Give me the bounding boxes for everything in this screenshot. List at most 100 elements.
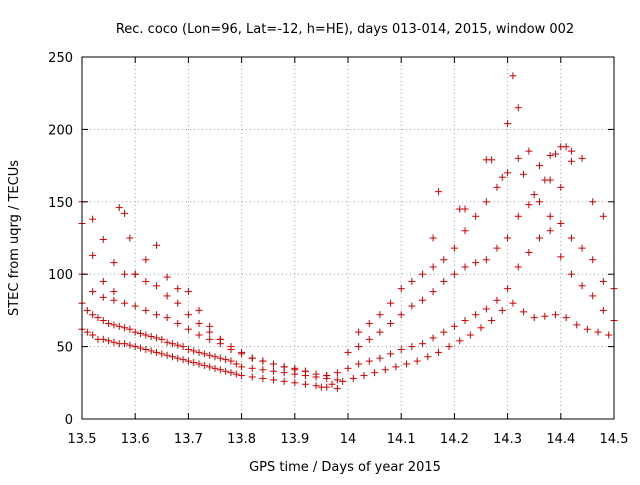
data-point — [131, 328, 139, 336]
y-tick-label: 50 — [56, 341, 73, 356]
data-point — [573, 321, 581, 329]
data-point — [152, 348, 160, 356]
data-point — [424, 353, 432, 361]
data-point — [222, 367, 230, 375]
data-point — [211, 364, 219, 372]
data-point — [397, 285, 405, 293]
data-point — [115, 204, 123, 212]
data-point — [184, 311, 192, 319]
data-point — [152, 241, 160, 249]
data-point — [333, 369, 341, 377]
data-point — [493, 296, 501, 304]
data-point — [599, 212, 607, 220]
x-tick-label: 14.2 — [440, 432, 469, 447]
data-point — [376, 354, 384, 362]
data-point — [504, 169, 512, 177]
data-point — [408, 277, 416, 285]
data-point — [131, 343, 139, 351]
data-point — [472, 259, 480, 267]
data-point — [200, 350, 208, 358]
data-point — [536, 162, 544, 170]
data-point — [312, 370, 320, 378]
data-point — [174, 299, 182, 307]
data-point — [514, 104, 522, 112]
data-point — [152, 282, 160, 290]
data-point — [259, 357, 267, 365]
data-point — [599, 306, 607, 314]
data-point — [349, 374, 357, 382]
data-point — [344, 348, 352, 356]
data-point — [557, 220, 565, 228]
data-point — [115, 322, 123, 330]
data-point — [184, 357, 192, 365]
data-point — [94, 314, 102, 322]
data-point — [89, 288, 97, 296]
grid-lines — [82, 57, 614, 419]
data-point — [365, 319, 373, 327]
data-point — [126, 234, 134, 242]
data-point — [222, 356, 230, 364]
data-point — [323, 372, 331, 380]
data-point — [472, 212, 480, 220]
data-point — [355, 343, 363, 351]
data-point — [504, 234, 512, 242]
data-point — [142, 277, 150, 285]
data-point — [541, 312, 549, 320]
data-point — [482, 198, 490, 206]
x-tick-label: 13.5 — [68, 432, 97, 447]
data-point — [216, 366, 224, 374]
data-point — [99, 335, 107, 343]
data-point — [355, 360, 363, 368]
data-point — [110, 338, 118, 346]
data-point — [403, 360, 411, 368]
data-point — [530, 191, 538, 199]
data-point — [142, 256, 150, 264]
data-point — [397, 345, 405, 353]
data-point — [105, 337, 113, 345]
data-point — [99, 293, 107, 301]
data-point — [232, 360, 240, 368]
data-point — [567, 234, 575, 242]
data-points — [78, 72, 618, 393]
data-point — [195, 331, 203, 339]
data-point — [450, 244, 458, 252]
data-point — [158, 335, 166, 343]
data-point — [163, 338, 171, 346]
data-point — [147, 332, 155, 340]
data-point — [184, 288, 192, 296]
data-point — [99, 317, 107, 325]
data-point — [360, 372, 368, 380]
data-point — [562, 143, 570, 151]
data-point — [541, 176, 549, 184]
data-point — [520, 308, 528, 316]
data-point — [429, 334, 437, 342]
data-point — [589, 198, 597, 206]
data-point — [371, 369, 379, 377]
x-tick-label: 14 — [340, 432, 357, 447]
data-point — [163, 292, 171, 300]
x-tick-label: 14.1 — [387, 432, 416, 447]
data-point — [493, 244, 501, 252]
data-point — [339, 377, 347, 385]
data-point — [121, 340, 129, 348]
data-point — [429, 288, 437, 296]
x-tick-label: 14.4 — [546, 432, 575, 447]
data-point — [152, 311, 160, 319]
data-point — [493, 183, 501, 191]
data-point — [110, 259, 118, 267]
data-point — [418, 270, 426, 278]
data-point — [365, 335, 373, 343]
data-point — [184, 325, 192, 333]
data-point — [168, 353, 176, 361]
data-point — [509, 72, 517, 80]
data-point — [227, 345, 235, 353]
data-point — [578, 154, 586, 162]
data-point — [190, 359, 198, 367]
data-point — [520, 170, 528, 178]
data-point — [605, 331, 613, 339]
data-point — [83, 306, 91, 314]
data-point — [99, 235, 107, 243]
data-point — [168, 340, 176, 348]
data-point — [514, 154, 522, 162]
